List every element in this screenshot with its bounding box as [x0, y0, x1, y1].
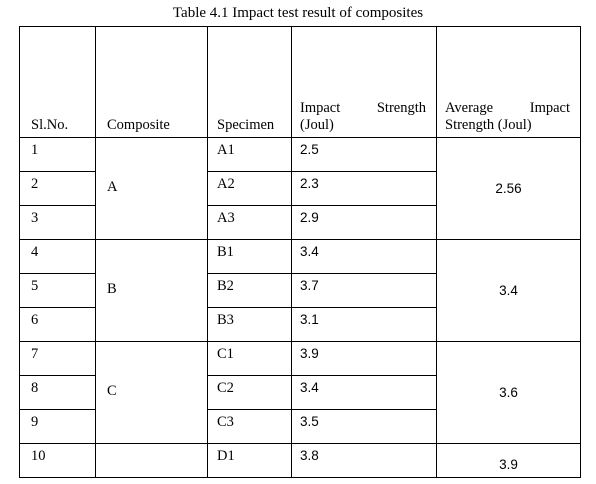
- header-impact-strength: Impact Strength (Joul): [291, 26, 437, 138]
- cell-composite: C: [95, 341, 208, 444]
- cell-impact: 2.9: [291, 205, 437, 240]
- cell-impact: 3.4: [291, 375, 437, 410]
- cell-specimen: C3: [207, 409, 292, 444]
- cell-composite: [95, 443, 208, 478]
- header-composite: Composite: [95, 26, 208, 138]
- cell-slno: 4: [19, 239, 96, 274]
- cell-slno: 1: [19, 137, 96, 172]
- cell-impact: 3.9: [291, 341, 437, 376]
- table-row: 4 B B1 3.4 3.4: [19, 239, 581, 342]
- cell-impact: 3.5: [291, 409, 437, 444]
- cell-slno: 8: [19, 375, 96, 410]
- cell-slno: 5: [19, 273, 96, 308]
- cell-specimen: A2: [207, 171, 292, 206]
- header-average-impact-strength: Average Impact Strength (Joul): [436, 26, 581, 138]
- cell-specimen: A3: [207, 205, 292, 240]
- header-slno: Sl.No.: [19, 26, 96, 138]
- cell-specimen: B2: [207, 273, 292, 308]
- results-table: Sl.No. Composite Specimen Impact Strength…: [19, 26, 581, 478]
- cell-slno: 3: [19, 205, 96, 240]
- cell-slno: 7: [19, 341, 96, 376]
- cell-slno: 9: [19, 409, 96, 444]
- header-row: Sl.No. Composite Specimen Impact Strength…: [19, 26, 581, 138]
- table-row: 1 A A1 2.5 2.56: [19, 137, 581, 240]
- cell-slno: 10: [19, 443, 96, 478]
- cell-impact: 2.5: [291, 137, 437, 172]
- cell-average: 3.9: [436, 443, 581, 478]
- cell-specimen: C1: [207, 341, 292, 376]
- cell-average: 3.4: [436, 239, 581, 342]
- cell-impact: 3.7: [291, 273, 437, 308]
- cell-average: 3.6: [436, 341, 581, 444]
- table-row: 7 C C1 3.9 3.6: [19, 341, 581, 444]
- cell-slno: 6: [19, 307, 96, 342]
- table-caption: Table 4.1 Impact test result of composit…: [172, 5, 424, 21]
- table-row: 2 A2 2.3: [19, 171, 581, 206]
- cell-specimen: A1: [207, 137, 292, 172]
- cell-specimen: B3: [207, 307, 292, 342]
- cell-specimen: D1: [207, 443, 292, 478]
- cell-composite: A: [95, 137, 208, 240]
- table-row: 6 B3 3.1: [19, 307, 581, 342]
- cell-composite: B: [95, 239, 208, 342]
- table-row: 8 C2 3.4: [19, 375, 581, 410]
- cell-impact: 3.1: [291, 307, 437, 342]
- cell-specimen: B1: [207, 239, 292, 274]
- cell-impact: 3.4: [291, 239, 437, 274]
- table-row: 10 D1 3.8 3.9: [19, 443, 581, 478]
- header-specimen: Specimen: [207, 26, 292, 138]
- cell-impact: 2.3: [291, 171, 437, 206]
- cell-specimen: C2: [207, 375, 292, 410]
- cell-impact: 3.8: [291, 443, 437, 478]
- cell-slno: 2: [19, 171, 96, 206]
- cell-average: 2.56: [436, 137, 581, 240]
